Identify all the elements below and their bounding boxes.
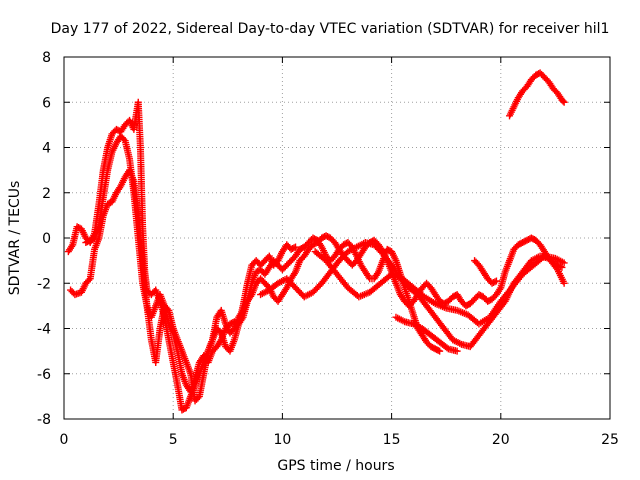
data-point <box>552 264 560 272</box>
data-point <box>492 277 500 285</box>
series-arc-e <box>311 248 568 328</box>
data-point <box>434 346 442 354</box>
data-point <box>85 276 93 284</box>
data-point <box>560 259 568 267</box>
data-point <box>194 394 202 402</box>
y-tick-label: 6 <box>42 95 51 111</box>
axis-ticks <box>63 56 611 420</box>
data-point <box>560 98 568 106</box>
data-point <box>443 344 451 352</box>
data-point <box>491 278 499 286</box>
y-tick-label: -2 <box>37 276 51 292</box>
x-tick-label: 10 <box>273 432 291 448</box>
x-tick-label: 15 <box>383 432 401 448</box>
series-arc-f <box>392 313 461 355</box>
x-tick-label: 25 <box>601 432 619 448</box>
data-points <box>64 69 568 414</box>
x-tick-label: 5 <box>169 432 178 448</box>
y-axis-label: SDTVAR / TECUs <box>7 181 23 296</box>
series-arc-g <box>471 257 500 287</box>
series-arc-a <box>64 98 300 414</box>
grid-lines <box>64 57 610 419</box>
data-point <box>560 279 568 287</box>
y-tick-label: 2 <box>42 186 51 202</box>
data-point <box>290 244 298 252</box>
x-tick-label: 0 <box>60 432 69 448</box>
y-tick-label: -6 <box>37 367 51 383</box>
y-tick-label: 8 <box>42 50 51 66</box>
y-tick-label: 4 <box>42 141 51 157</box>
series-arc-c <box>82 132 444 396</box>
chart-title: Day 177 of 2022, Sidereal Day-to-day VTE… <box>51 21 610 37</box>
data-point <box>292 243 300 251</box>
y-tick-label: -8 <box>37 412 51 428</box>
x-axis-label: GPS time / hours <box>277 458 394 474</box>
data-point <box>453 347 461 355</box>
data-point <box>120 135 128 143</box>
x-tick-label: 20 <box>492 432 510 448</box>
y-tick-label: -4 <box>37 322 51 338</box>
y-tick-label: 0 <box>42 231 51 247</box>
data-point <box>436 347 444 355</box>
series-arc-h <box>506 69 568 120</box>
data-point <box>559 97 567 105</box>
